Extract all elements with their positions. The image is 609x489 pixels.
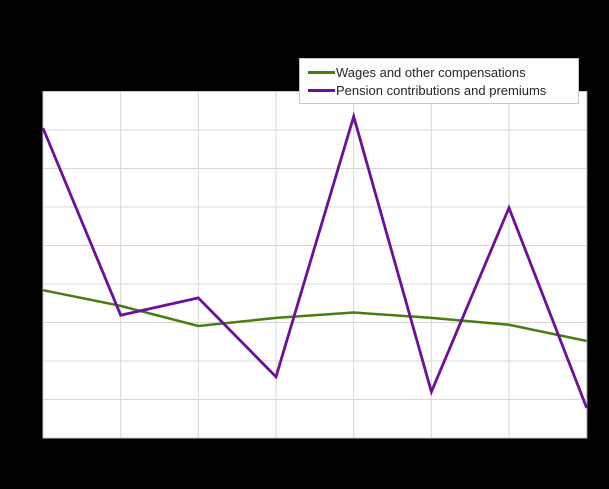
legend-label-wages: Wages and other compensations: [336, 64, 526, 80]
series-wages-line: [42, 288, 587, 343]
legend-item-pension: Pension contributions and premiums: [308, 81, 572, 99]
legend-item-wages: Wages and other compensations: [308, 63, 572, 81]
series-pension-line: [41, 111, 589, 409]
chart-legend: Wages and other compensations Pension co…: [299, 58, 579, 104]
pension-line-swatch-icon: [308, 88, 335, 92]
wages-line-swatch-icon: [308, 70, 335, 74]
legend-label-pension: Pension contributions and premiums: [336, 82, 547, 98]
